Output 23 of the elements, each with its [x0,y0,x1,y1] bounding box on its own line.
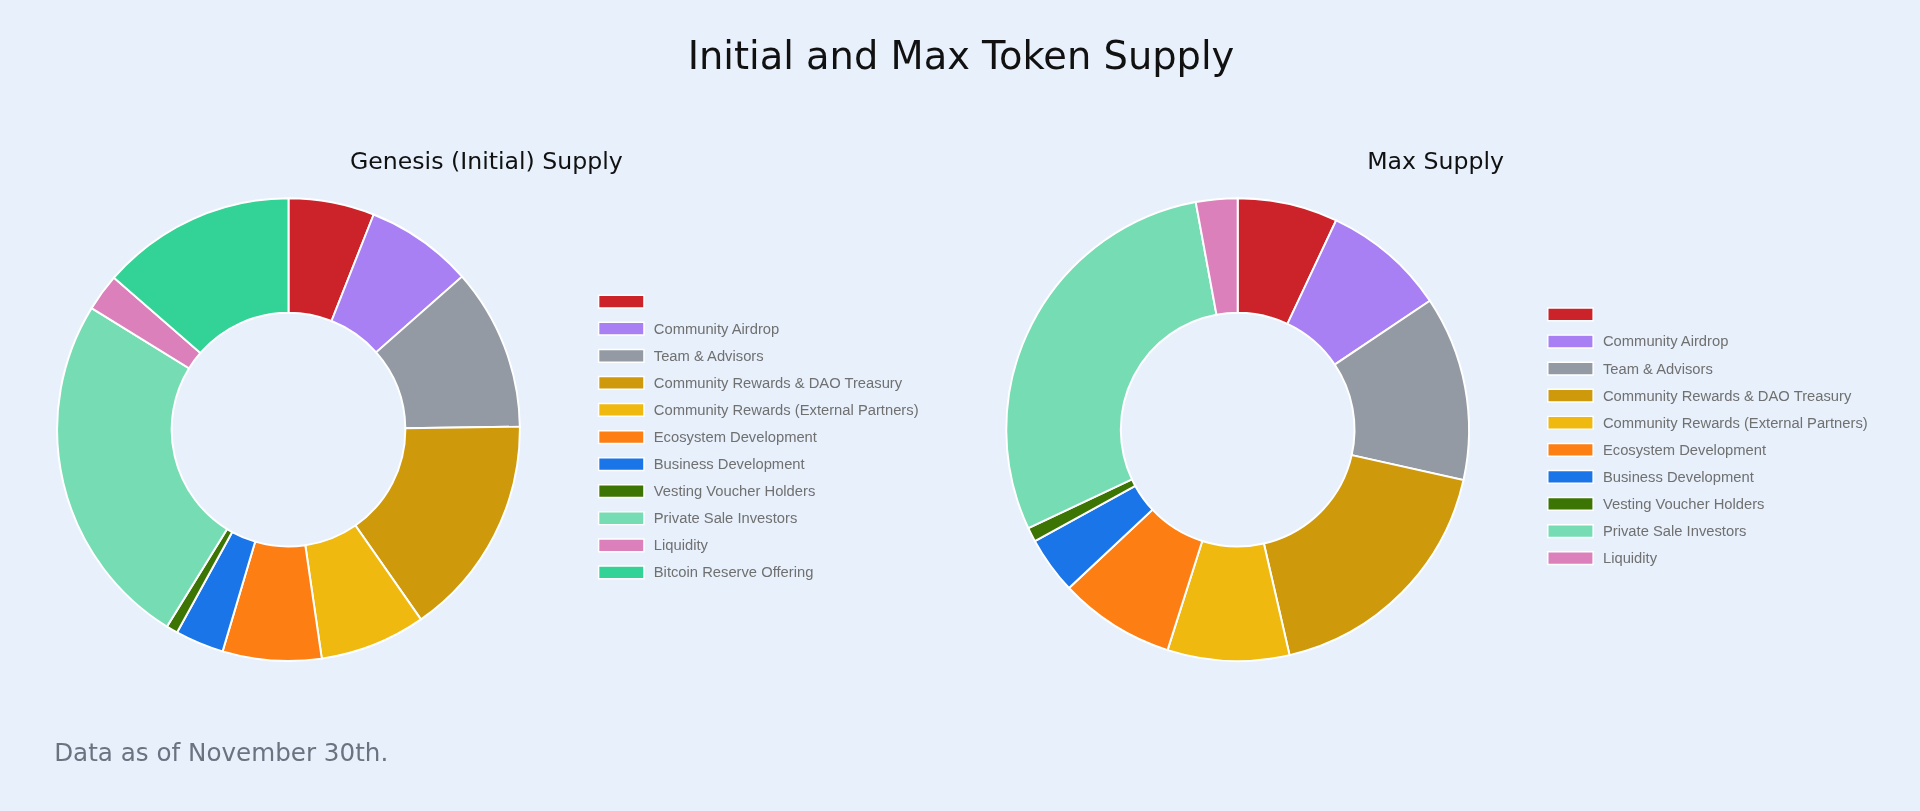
legend-label: Ecosystem Development [653,428,817,445]
legend-label: Community Rewards & DAO Treasury [1602,387,1852,404]
legend-label: Community Rewards (External Partners) [1602,414,1868,431]
legend-label: Private Sale Investors [1602,522,1747,539]
legend-label: Community Airdrop [653,320,780,337]
chart-subtitle: Max Supply [1367,146,1505,175]
legend-label: Community Rewards (External Partners) [653,401,919,418]
legend-label: Vesting Voucher Holders [653,483,816,500]
legend-label: Ecosystem Development [1602,441,1767,458]
legend-label: Vesting Voucher Holders [1602,495,1765,512]
legend-label: Business Development [1602,468,1754,485]
legend-label: Community Rewards & DAO Treasury [653,374,903,391]
legend-label: Liquidity [1602,550,1658,567]
legend-label: Team & Advisors [1602,360,1713,377]
legend-label: Team & Advisors [653,347,764,364]
chart-subtitle: Genesis (Initial) Supply [349,146,623,175]
legend-label: Liquidity [653,537,709,554]
legend-label: Private Sale Investors [653,510,798,527]
legend-label: Bitcoin Reserve Offering [653,564,814,581]
text: Data as of November 30th. [54,738,389,768]
legend-label: Business Development [653,456,805,473]
legend-label: Community Airdrop [1602,333,1729,350]
chart-title: Initial and Max Token Supply [687,33,1235,79]
